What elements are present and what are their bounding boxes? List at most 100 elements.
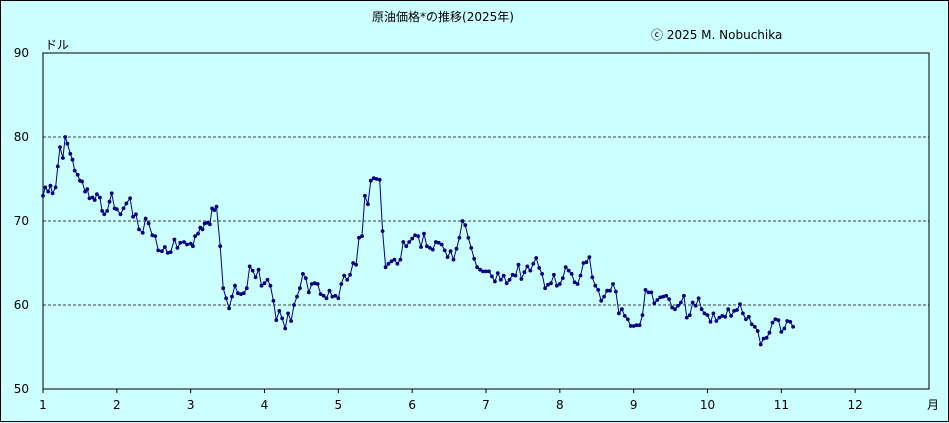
data-point bbox=[711, 311, 716, 316]
data-point bbox=[433, 240, 438, 244]
data-point bbox=[593, 283, 598, 288]
data-point bbox=[105, 209, 110, 213]
data-point bbox=[516, 262, 521, 267]
data-point bbox=[172, 237, 177, 242]
data-point bbox=[368, 178, 373, 183]
data-point bbox=[128, 196, 132, 201]
data-point bbox=[236, 291, 240, 296]
data-point bbox=[131, 214, 136, 219]
data-point bbox=[752, 324, 757, 329]
data-point bbox=[746, 314, 751, 319]
data-point bbox=[563, 265, 568, 270]
data-point bbox=[153, 234, 158, 239]
data-point bbox=[646, 290, 651, 295]
data-point bbox=[472, 256, 477, 261]
data-point bbox=[702, 311, 707, 316]
data-point bbox=[425, 244, 429, 249]
x-tick-label: 7 bbox=[482, 398, 490, 412]
data-point bbox=[705, 313, 710, 317]
data-point bbox=[495, 271, 500, 275]
data-point bbox=[717, 315, 722, 320]
data-point bbox=[306, 290, 311, 295]
data-point bbox=[776, 318, 781, 322]
data-point bbox=[581, 261, 586, 265]
data-point bbox=[162, 245, 167, 249]
x-tick-label: 1 bbox=[39, 398, 47, 412]
data-point bbox=[330, 294, 335, 299]
data-point bbox=[442, 248, 447, 253]
data-point bbox=[537, 266, 542, 270]
data-point bbox=[519, 277, 524, 281]
data-point bbox=[150, 233, 155, 238]
data-point bbox=[303, 276, 308, 280]
y-tick-label: 50 bbox=[14, 382, 29, 396]
data-point bbox=[218, 244, 223, 249]
data-point bbox=[230, 294, 234, 299]
data-point bbox=[625, 317, 630, 322]
data-point bbox=[65, 141, 70, 146]
data-point bbox=[336, 296, 341, 301]
data-point bbox=[75, 172, 80, 177]
data-point bbox=[188, 241, 193, 246]
data-point bbox=[121, 206, 126, 211]
data-point bbox=[156, 248, 161, 253]
data-point bbox=[200, 227, 205, 232]
x-tick-label: 3 bbox=[187, 398, 195, 412]
data-point bbox=[182, 240, 186, 244]
data-point bbox=[143, 216, 148, 221]
data-point bbox=[193, 234, 198, 239]
data-point bbox=[643, 288, 648, 292]
data-point bbox=[315, 282, 320, 286]
data-point bbox=[543, 286, 547, 291]
data-point bbox=[262, 281, 267, 286]
data-point bbox=[670, 305, 674, 310]
data-point bbox=[679, 300, 683, 305]
data-point bbox=[525, 264, 530, 269]
data-point bbox=[386, 261, 391, 266]
grid-lines bbox=[43, 136, 929, 306]
data-point bbox=[63, 135, 68, 139]
data-point bbox=[208, 222, 212, 227]
data-point bbox=[124, 201, 129, 206]
data-point bbox=[684, 315, 689, 320]
data-point bbox=[324, 296, 329, 301]
data-point bbox=[498, 277, 503, 282]
data-point bbox=[501, 273, 506, 278]
data-point bbox=[637, 323, 642, 328]
data-point bbox=[466, 235, 471, 240]
data-point bbox=[98, 195, 102, 200]
data-point bbox=[295, 294, 299, 299]
data-point bbox=[522, 270, 527, 275]
data-point bbox=[160, 249, 164, 254]
data-point bbox=[682, 293, 686, 298]
data-point bbox=[560, 276, 565, 280]
data-point bbox=[348, 272, 352, 277]
data-point bbox=[428, 246, 432, 250]
data-point bbox=[628, 324, 633, 328]
data-point bbox=[764, 335, 769, 340]
data-point bbox=[448, 249, 453, 254]
data-point bbox=[118, 212, 123, 217]
data-point bbox=[422, 231, 426, 236]
data-point bbox=[327, 288, 332, 293]
data-point bbox=[690, 300, 695, 305]
data-point bbox=[534, 256, 539, 260]
data-point bbox=[92, 198, 97, 202]
data-point bbox=[617, 311, 621, 316]
data-point bbox=[620, 307, 624, 312]
data-point bbox=[557, 282, 562, 286]
data-point bbox=[596, 288, 601, 292]
data-point bbox=[531, 261, 536, 266]
data-point bbox=[540, 272, 544, 276]
data-point bbox=[460, 219, 465, 223]
data-point bbox=[493, 279, 497, 284]
data-point bbox=[274, 318, 279, 322]
data-point bbox=[708, 319, 713, 324]
data-point bbox=[578, 273, 583, 278]
data-point bbox=[371, 176, 376, 181]
data-point bbox=[605, 288, 609, 293]
data-point bbox=[773, 317, 778, 322]
data-point bbox=[410, 236, 415, 241]
x-tick-label: 4 bbox=[261, 398, 269, 412]
